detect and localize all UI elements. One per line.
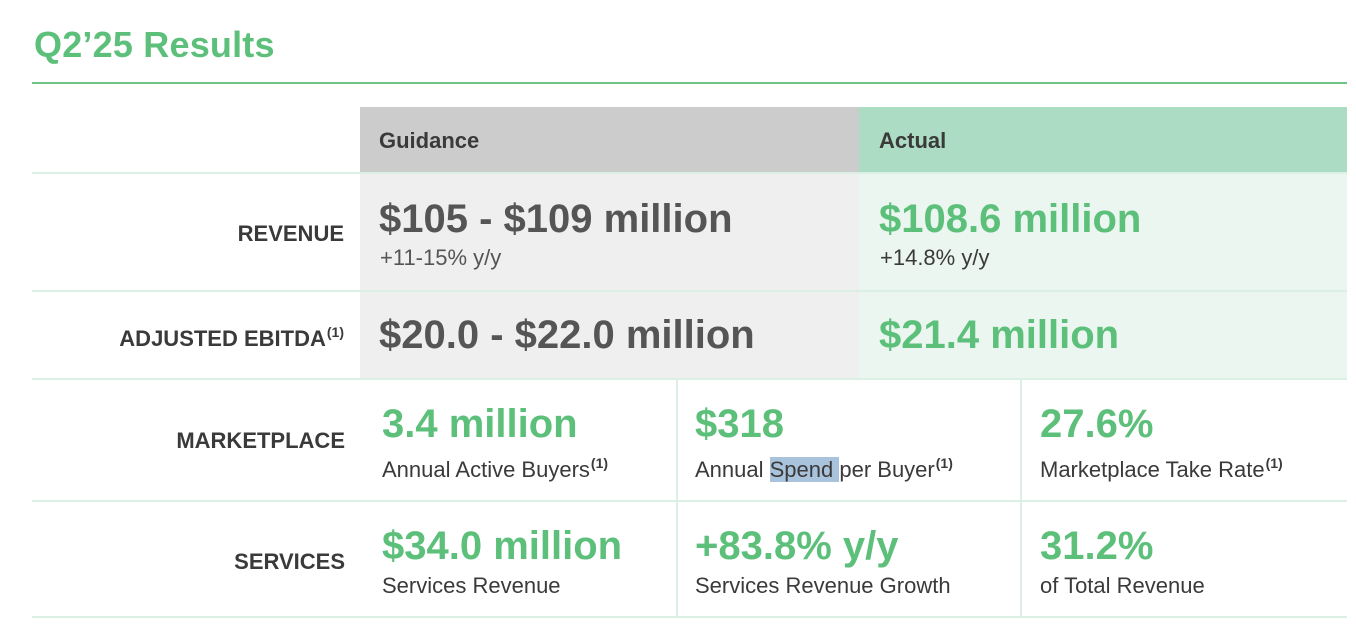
row-divider bbox=[32, 616, 1347, 618]
actual-column-bg bbox=[859, 174, 1347, 378]
footnote-marker: (1) bbox=[590, 455, 609, 471]
guidance-column-bg bbox=[360, 174, 859, 378]
services-revenue-caption: Services Revenue bbox=[382, 573, 561, 598]
services-growth-caption: Services Revenue Growth bbox=[695, 573, 951, 598]
services-share-caption: of Total Revenue bbox=[1040, 573, 1205, 598]
row-divider bbox=[32, 500, 1347, 502]
active-buyers-value: 3.4 million bbox=[382, 402, 578, 446]
ebitda-label: ADJUSTED EBITDA(1) bbox=[119, 324, 344, 352]
ebitda-label-text: ADJUSTED EBITDA bbox=[119, 326, 326, 351]
footnote-marker: (1) bbox=[326, 324, 344, 340]
row-divider bbox=[32, 378, 1347, 380]
column-divider bbox=[1020, 380, 1022, 616]
spend-per-buyer-value: $318 bbox=[695, 402, 784, 446]
take-rate-caption-text: Marketplace Take Rate bbox=[1040, 457, 1265, 482]
row-divider bbox=[32, 290, 1347, 292]
row-divider bbox=[32, 172, 1347, 174]
take-rate-caption: Marketplace Take Rate(1) bbox=[1040, 455, 1283, 483]
page-title: Q2’25 Results bbox=[34, 24, 275, 65]
spend-caption-after: per Buyer bbox=[839, 457, 935, 482]
revenue-guidance-growth: +11-15% y/y bbox=[380, 245, 502, 270]
column-divider bbox=[676, 380, 678, 616]
spend-caption-before: Annual bbox=[695, 457, 770, 482]
revenue-guidance-value: $105 - $109 million bbox=[379, 197, 733, 241]
marketplace-label: MARKETPLACE bbox=[176, 428, 345, 453]
revenue-label: REVENUE bbox=[237, 221, 344, 246]
take-rate-value: 27.6% bbox=[1040, 402, 1154, 446]
services-revenue-value: $34.0 million bbox=[382, 524, 623, 568]
guidance-header-cell bbox=[360, 107, 859, 172]
active-buyers-caption-text: Annual Active Buyers bbox=[382, 457, 590, 482]
ebitda-actual-value: $21.4 million bbox=[879, 313, 1120, 357]
revenue-actual-growth: +14.8% y/y bbox=[880, 245, 990, 270]
actual-header-cell bbox=[859, 107, 1347, 172]
revenue-actual-value: $108.6 million bbox=[879, 197, 1142, 241]
title-divider bbox=[32, 82, 1347, 84]
services-share-value: 31.2% bbox=[1040, 524, 1154, 568]
services-label: SERVICES bbox=[234, 549, 345, 574]
text-selection[interactable]: Spend bbox=[769, 457, 840, 482]
ebitda-guidance-value: $20.0 - $22.0 million bbox=[379, 313, 755, 357]
footnote-marker: (1) bbox=[935, 455, 953, 471]
spend-per-buyer-caption: Annual Spend per Buyer(1) bbox=[695, 455, 953, 483]
footnote-marker: (1) bbox=[1265, 455, 1283, 471]
active-buyers-caption: Annual Active Buyers(1) bbox=[382, 455, 608, 483]
services-growth-value: +83.8% y/y bbox=[695, 524, 899, 568]
actual-header: Actual bbox=[879, 128, 947, 153]
guidance-header: Guidance bbox=[379, 128, 480, 153]
